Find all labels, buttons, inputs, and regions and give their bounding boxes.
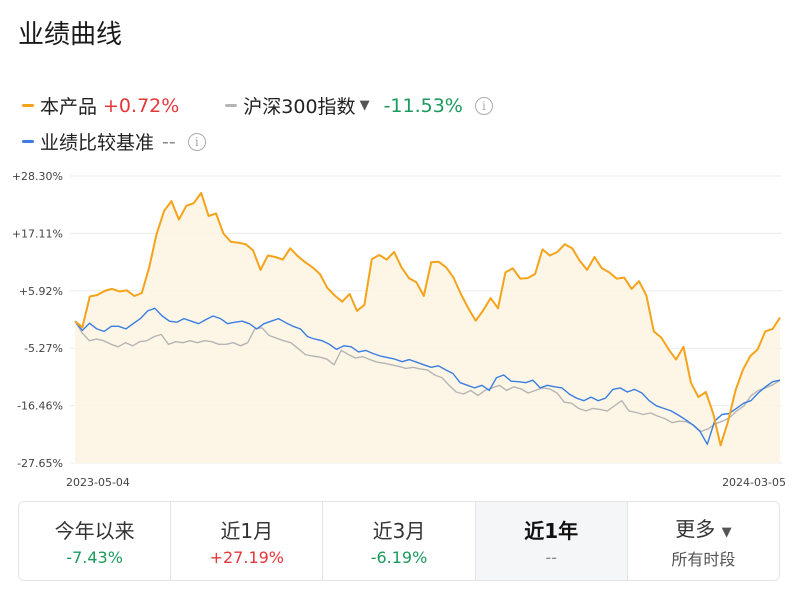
benchmark-line (74, 307, 781, 445)
x-tick-label: 2023-05-04 (66, 476, 130, 489)
x-tick-label: 2024-03-05 (722, 476, 786, 489)
index-legend-label: 沪深300指数 (243, 96, 356, 118)
product-legend-label: 本产品 (40, 96, 98, 118)
benchmark-return-value: -- (162, 130, 176, 153)
legend-row-2: 业绩比较基准 -- i (22, 128, 206, 155)
tab-value: -6.19% (370, 548, 428, 567)
tab-label: 近3月 (372, 519, 426, 543)
product-legend-swatch (22, 104, 34, 107)
legend-item-benchmark[interactable]: 业绩比较基准 -- i (22, 128, 206, 155)
product-line (74, 191, 781, 447)
y-tick-label: +28.30% (12, 170, 63, 183)
legend-item-index[interactable]: 沪深300指数 ▼ -11.53% i (225, 92, 493, 119)
index-legend-swatch (225, 104, 238, 107)
performance-chart[interactable]: +28.30% +17.11% +5.92% -5.27% -16.46% -27.65%… (0, 0, 800, 500)
benchmark-legend-swatch (22, 140, 34, 143)
index-line (74, 320, 781, 433)
y-tick-label: +17.11% (12, 227, 63, 240)
legend-item-product[interactable]: 本产品 +0.72% (22, 92, 179, 119)
tab-label: 近1年 (524, 519, 579, 543)
tab-1-year[interactable]: 近1年 -- (475, 502, 628, 580)
info-icon[interactable]: i (187, 132, 206, 151)
y-tick-label: -16.46% (17, 400, 63, 413)
tab-label: 更多 ▼ (675, 516, 732, 541)
tab-value: -7.43% (66, 548, 123, 567)
y-tick-label: -27.65% (17, 457, 63, 470)
info-icon[interactable]: i (474, 96, 493, 115)
tab-1-month[interactable]: 近1月 +27.19% (171, 502, 324, 580)
tab-label: 近1月 (220, 519, 274, 543)
tab-3-month[interactable]: 近3月 -6.19% (323, 502, 476, 580)
tab-value: -- (545, 548, 557, 567)
tab-label: 今年以来 (54, 519, 135, 543)
product-return-value: +0.72% (103, 94, 180, 117)
period-tabs: 今年以来 -7.43% 近1月 +27.19% 近3月 -6.19% 近1年 -… (18, 501, 780, 581)
y-tick-label: +5.92% (19, 285, 63, 298)
page-title: 业绩曲线 (18, 20, 123, 50)
y-tick-label: -5.27% (24, 342, 63, 355)
tab-value: +27.19% (209, 548, 285, 567)
product-area-fill (75, 192, 780, 463)
legend-row-1: 本产品 +0.72% 沪深300指数 ▼ -11.53% i (22, 92, 493, 119)
tab-more[interactable]: 更多 ▼ 所有时段 (628, 502, 779, 580)
index-return-value: -11.53% (383, 94, 463, 117)
benchmark-legend-label: 业绩比较基准 (40, 132, 155, 154)
dropdown-triangle-icon[interactable]: ▼ (359, 98, 370, 113)
tab-ytd[interactable]: 今年以来 -7.43% (19, 502, 172, 580)
tab-value: 所有时段 (671, 549, 736, 569)
